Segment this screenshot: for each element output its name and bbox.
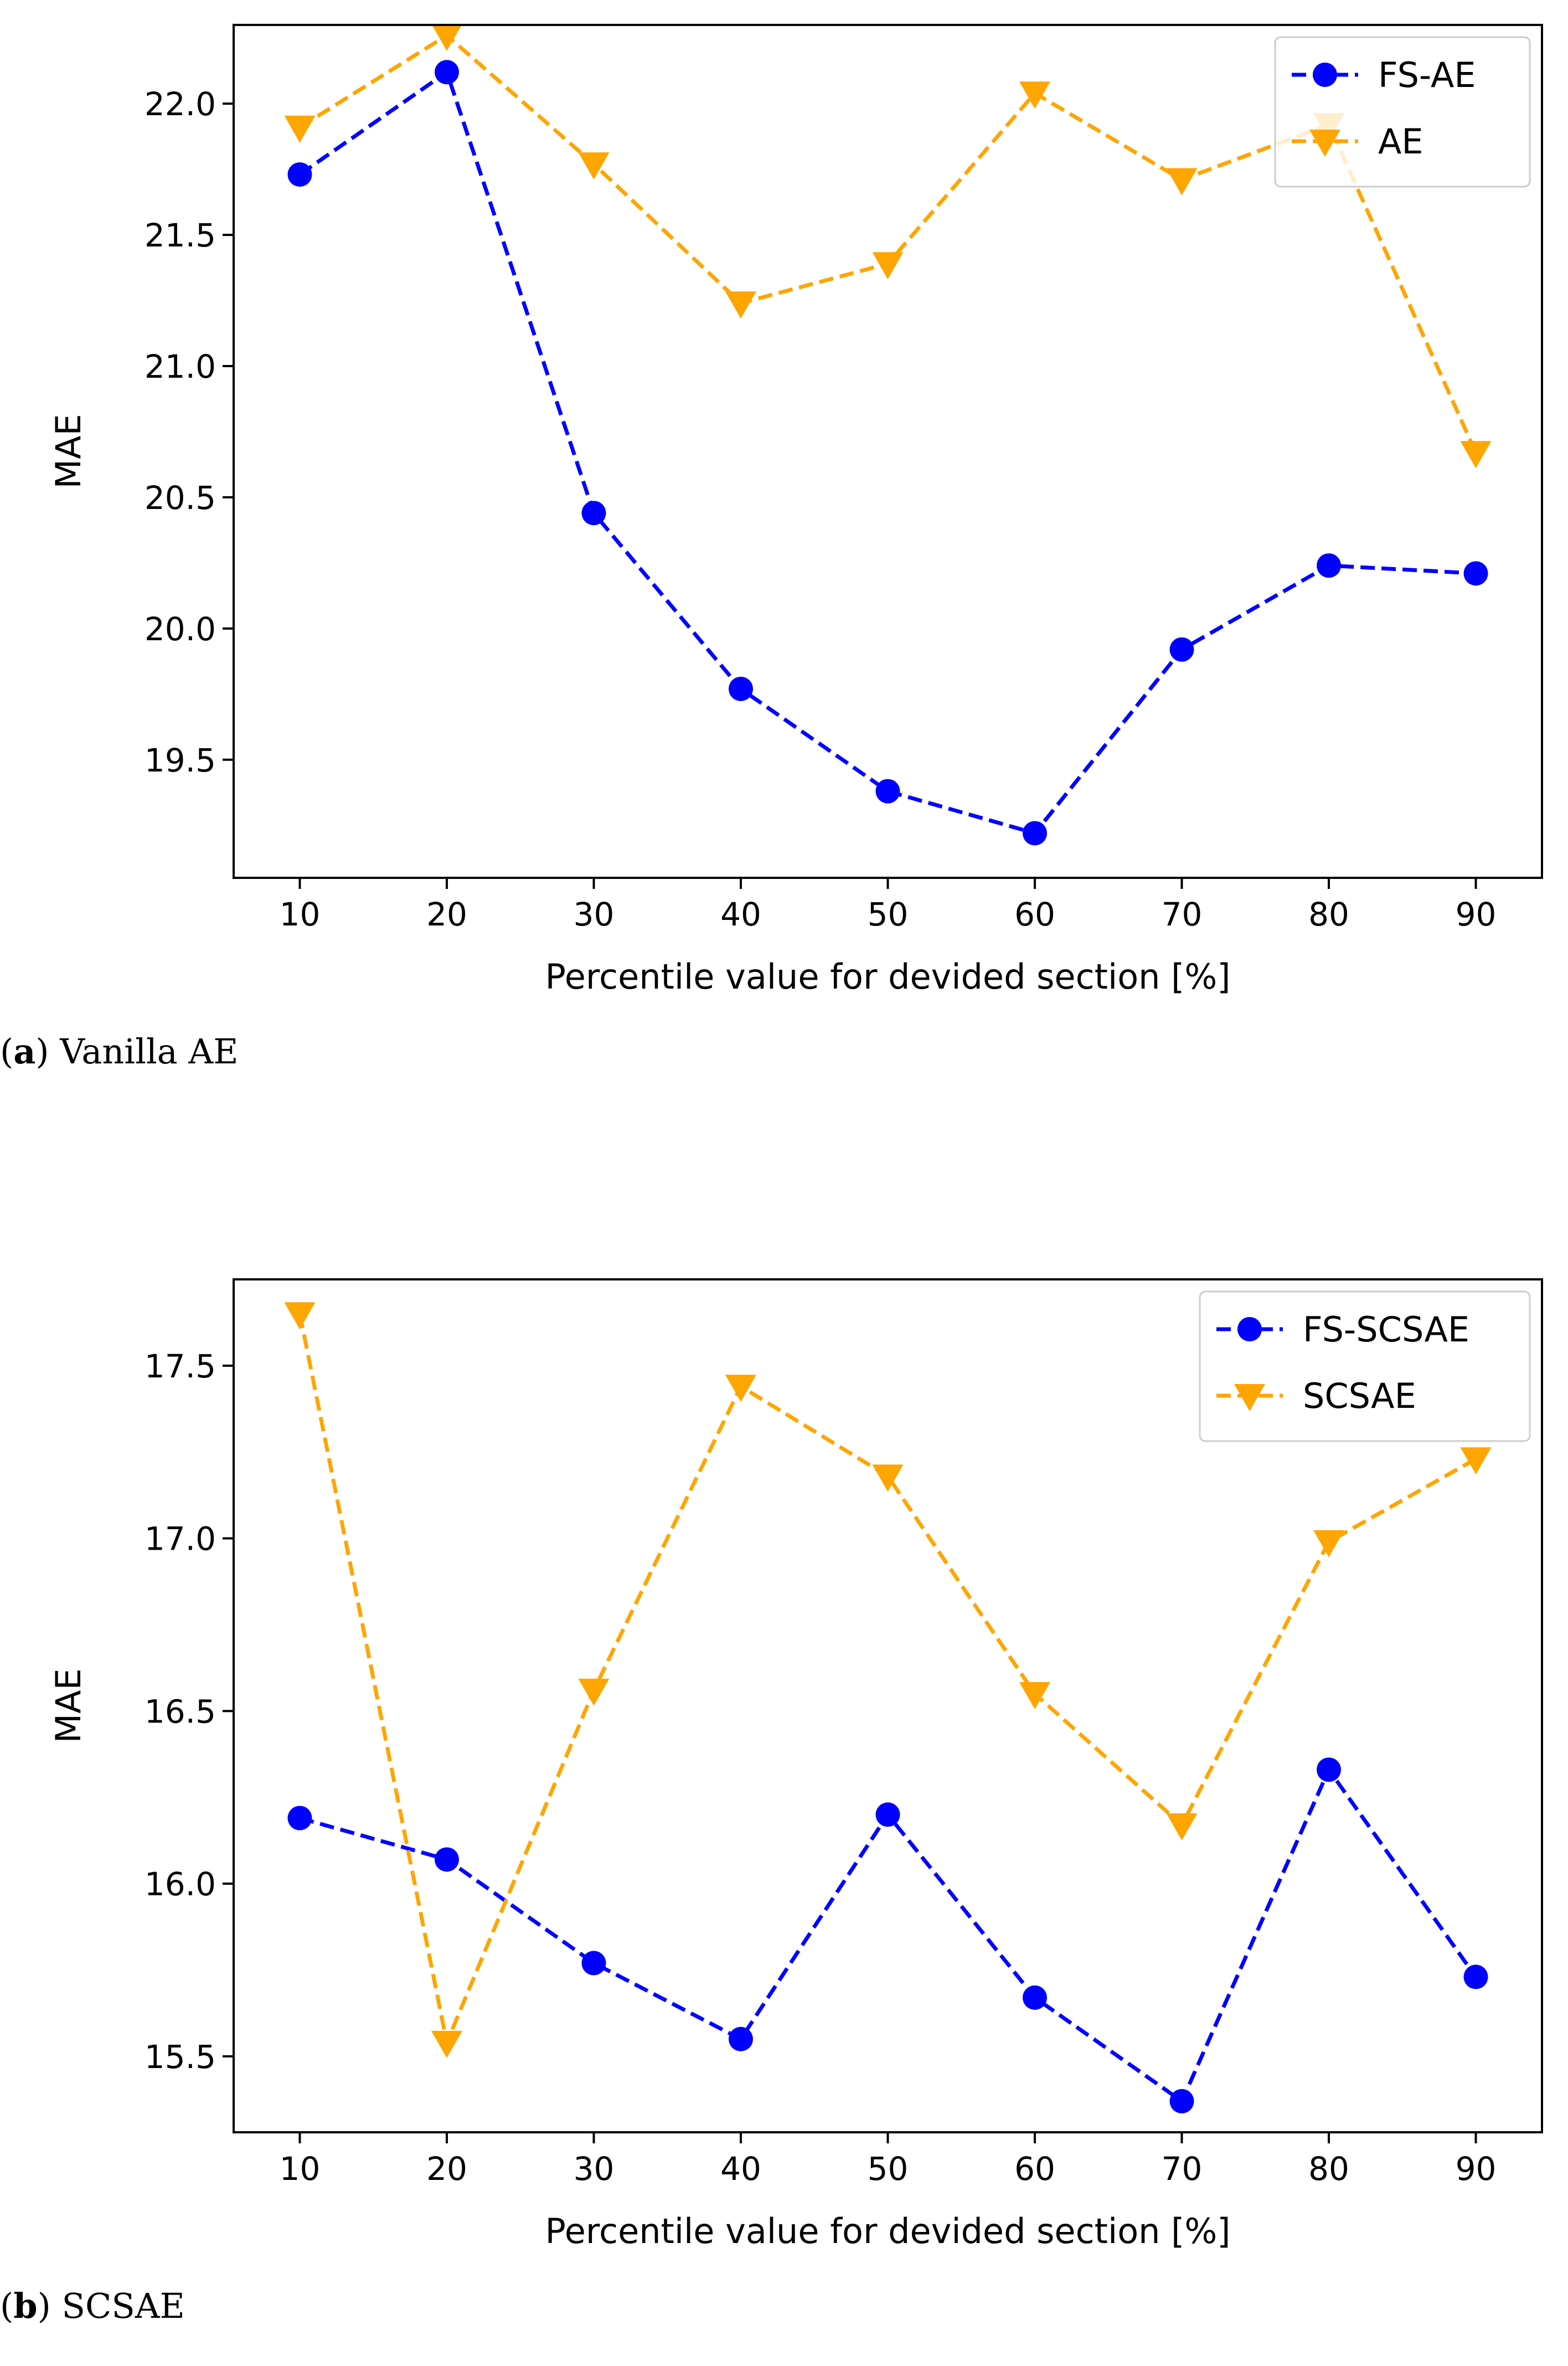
chart-b-series-scsae-point (431, 2030, 462, 2058)
chart-a-legend-label: AE (1378, 121, 1423, 162)
chart-a-series-ae-point (578, 152, 610, 180)
chart-b-x-tick-label: 60 (1014, 2150, 1055, 2188)
caption-a-letter: a (13, 1031, 36, 1072)
chart-a-series-ae-point (431, 23, 462, 51)
chart-b-series-scsae-point (1313, 1530, 1345, 1557)
chart-b-series-fs-scsae (287, 1757, 1488, 2113)
chart-a-y-tick-label: 21.0 (145, 348, 216, 385)
chart-b-series-scsae-point (1019, 1682, 1051, 1710)
chart-a-y-tick-label: 22.0 (145, 85, 216, 123)
chart-a-series-fs-ae-point (1023, 821, 1048, 846)
chart-b-series-fs-scsae-point (581, 1951, 606, 1976)
chart-b-series-scsae-point (1166, 1813, 1198, 1841)
caption-b: (b) SCSAE (0, 2286, 185, 2326)
chart-b-series-fs-scsae-point (434, 1847, 459, 1872)
chart-b-legend: FS-SCSAE SCSAE (1199, 1290, 1531, 1442)
chart-b-plot-frame (233, 1278, 1543, 2133)
chart-a-y-tick-label: 19.5 (145, 742, 216, 779)
chart-a-legend-label: FS-AE (1378, 55, 1476, 95)
chart-b-series-scsae-point (1460, 1447, 1492, 1475)
chart-b-x-tick-label: 10 (280, 2150, 321, 2188)
chart-b-legend-label: SCSAE (1303, 1376, 1416, 1416)
chart-b-x-axis-label: Percentile value for devided section [%] (545, 2211, 1231, 2251)
chart-b-y-tick-label: 15.5 (145, 2038, 216, 2076)
chart-a-y-tick-label: 20.0 (145, 610, 216, 648)
chart-b-y-tick-label: 16.5 (145, 1693, 216, 1730)
chart-b-series-fs-scsae-point (1023, 1985, 1048, 2010)
chart-a-y-axis-label: MAE (48, 414, 89, 488)
chart-b-y-tick-label: 17.5 (145, 1347, 216, 1385)
chart-a-series-fs-ae (287, 60, 1488, 846)
chart-b-x-tick-label: 40 (720, 2150, 761, 2188)
chart-a-series-ae-point (284, 115, 316, 143)
caption-a-text: Vanilla AE (60, 1031, 239, 1072)
chart-a-y-tick-label: 20.5 (145, 479, 216, 517)
chart-a-series-ae-point (872, 252, 904, 280)
chart-a-legend-marker (1313, 63, 1337, 87)
chart-b-legend-marker (1237, 1317, 1262, 1341)
chart-b-series-fs-scsae-point (1317, 1757, 1342, 1782)
chart-a-series-fs-ae-point (434, 60, 459, 85)
chart-b-series-scsae-point (725, 1375, 756, 1402)
chart-b-series-fs-scsae-point (287, 1806, 312, 1830)
chart-b-series-scsae-point (872, 1464, 904, 1492)
chart-b-series-scsae-point (284, 1302, 316, 1330)
chart-b-legend-label: FS-SCSAE (1303, 1309, 1469, 1350)
caption-a: (a) Vanilla AE (0, 1031, 239, 1072)
chart-b-series-fs-scsae-point (1169, 2089, 1194, 2113)
chart-a-series-ae-point (1460, 441, 1492, 469)
chart-b-x-tick-label: 20 (426, 2150, 467, 2188)
chart-a-legend-marker (1309, 130, 1340, 157)
chart-a-series-fs-ae-point (287, 162, 312, 187)
chart-b-y-tick-label: 16.0 (145, 1865, 216, 1903)
chart-a-series-fs-ae-point (728, 676, 753, 701)
chart-b-series-fs-scsae-point (728, 2026, 753, 2051)
chart-a-series-fs-ae-point (581, 501, 606, 526)
chart-a-x-tick-label: 20 (426, 896, 467, 933)
chart-b-x-tick-label: 90 (1456, 2150, 1497, 2188)
chart-b-legend-marker (1234, 1384, 1265, 1411)
chart-b-x-tick-label: 70 (1162, 2150, 1203, 2188)
chart-a-series-fs-ae-point (1463, 561, 1488, 586)
chart-b-x-tick-label: 80 (1308, 2150, 1349, 2188)
chart-a: 10 20 30 40 50 60 70 80 90 19.5 20.0 20.5 21.0 21.5 22… (48, 23, 1543, 997)
caption-b-letter: b (13, 2286, 38, 2326)
chart-b: 10 20 30 40 50 60 70 80 90 15.5 16.0 16.5 17.0 17.5 Pe… (48, 1278, 1543, 2251)
chart-a-x-tick-label: 10 (280, 896, 321, 933)
chart-a-x-tick-label: 80 (1308, 896, 1349, 933)
chart-b-series-scsae (284, 1302, 1492, 2058)
chart-a-x-tick-label: 90 (1456, 896, 1497, 933)
chart-a-series-fs-ae-point (875, 779, 900, 804)
chart-a-series-fs-ae-point (1169, 637, 1194, 662)
chart-b-y-axis-label: MAE (48, 1668, 89, 1743)
chart-b-x-tick-label: 30 (574, 2150, 615, 2188)
caption-b-text: SCSAE (61, 2286, 185, 2326)
chart-a-x-axis-label: Percentile value for devided section [%] (545, 956, 1231, 997)
chart-a-series-ae-point (1166, 168, 1198, 196)
chart-b-series-fs-scsae-point (875, 1802, 900, 1827)
chart-a-x-tick-label: 40 (720, 896, 761, 933)
chart-a-series-ae-point (1019, 81, 1051, 109)
chart-a-y-tick-label: 21.5 (145, 217, 216, 254)
chart-b-series-fs-scsae-point (1463, 1964, 1488, 1989)
chart-b-y-tick-label: 17.0 (145, 1520, 216, 1558)
chart-a-x-tick-label: 50 (868, 896, 909, 933)
chart-a-plot-frame (233, 24, 1543, 879)
chart-b-series-scsae-point (578, 1678, 610, 1706)
chart-a-x-tick-label: 70 (1162, 896, 1203, 933)
chart-a-series-fs-ae-point (1317, 553, 1342, 578)
chart-a-x-tick-label: 60 (1014, 896, 1055, 933)
chart-a-x-tick-label: 30 (574, 896, 615, 933)
chart-a-series-ae-point (725, 291, 756, 319)
chart-a-legend: FS-AE AE (1274, 36, 1531, 188)
chart-b-x-tick-label: 50 (868, 2150, 909, 2188)
